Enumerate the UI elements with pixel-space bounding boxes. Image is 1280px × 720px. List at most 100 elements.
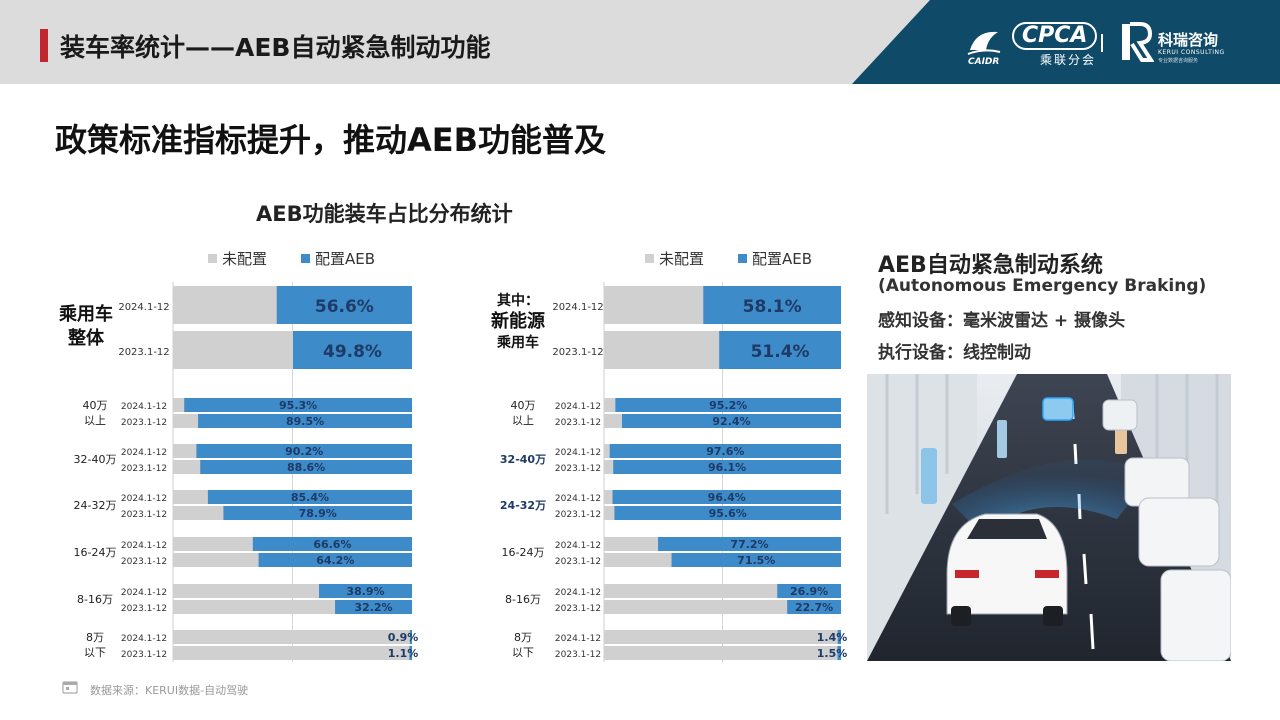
aeb-system-title: AEB自动紧急制动系统	[878, 253, 1103, 278]
segment-value-label: 88.6%	[287, 461, 325, 474]
segment-period-label: 2023.1-12	[121, 650, 167, 660]
segment-value-label: 85.4%	[291, 491, 329, 504]
segment-price-label: 32-40万	[74, 453, 117, 466]
segment-bar-not-configured	[173, 646, 412, 660]
legend-label-not-configured: 未配置	[222, 250, 267, 268]
summary-bar-configured	[719, 331, 841, 369]
summary-period-label: 2024.1-12	[118, 302, 169, 313]
summary-bar-configured	[703, 286, 841, 324]
segment-bar-configured	[198, 414, 412, 428]
segment-bar-not-configured	[604, 630, 841, 644]
group-label-line: 乘用车	[58, 303, 113, 325]
segment-period-label: 2024.1-12	[121, 494, 167, 504]
chart-title: AEB功能装车占比分布统计	[256, 202, 513, 226]
cpca-logo-icon	[967, 31, 1001, 55]
summary-value-label: 56.6%	[315, 297, 374, 317]
segment-period-label: 2023.1-12	[555, 464, 601, 474]
legend-swatch-configured	[738, 254, 747, 263]
segment-value-label: 71.5%	[737, 554, 775, 567]
kerui-logo-icon	[1122, 22, 1154, 62]
summary-bar-configured	[276, 286, 412, 324]
header-title: 装车率统计——AEB自动紧急制动功能	[60, 33, 491, 62]
data-source: 数据来源：KERUI数据-自动驾驶	[90, 684, 249, 697]
segment-bar-configured	[409, 646, 412, 660]
segment-price-label: 16-24万	[74, 546, 117, 559]
aeb-illustration	[867, 374, 1231, 661]
segment-period-label: 2024.1-12	[121, 541, 167, 551]
segment-value-label: 95.6%	[709, 507, 747, 520]
segment-value-label: 1.1%	[388, 647, 419, 660]
segment-period-label: 2023.1-12	[121, 418, 167, 428]
segment-bar-configured	[207, 490, 412, 504]
segment-bar-configured	[787, 600, 841, 614]
segment-bar-configured	[196, 444, 412, 458]
segment-value-label: 78.9%	[299, 507, 337, 520]
segment-price-label: 24-32万	[500, 499, 546, 512]
segment-bar-configured	[409, 630, 412, 644]
segment-price-label: 以下	[84, 646, 106, 659]
cpca-logo-caidr: CAIDR	[968, 57, 1000, 67]
legend-label-not-configured: 未配置	[659, 250, 704, 268]
cpca-logo-subtitle: 乘联分会	[1040, 53, 1097, 67]
segment-period-label: 2023.1-12	[121, 464, 167, 474]
segment-value-label: 97.6%	[706, 445, 744, 458]
segment-value-label: 89.5%	[286, 415, 324, 428]
segment-period-label: 2023.1-12	[555, 418, 601, 428]
segment-bar-configured	[622, 414, 841, 428]
summary-period-label: 2023.1-12	[118, 347, 169, 358]
segment-bar-configured	[184, 398, 412, 412]
summary-bar-configured	[292, 331, 412, 369]
segment-value-label: 1.4%	[817, 631, 848, 644]
segment-price-label: 8万	[86, 631, 104, 644]
summary-value-label: 51.4%	[751, 342, 810, 362]
segment-price-label: 以下	[512, 646, 534, 659]
segment-value-label: 26.9%	[790, 585, 828, 598]
segment-period-label: 2024.1-12	[555, 588, 601, 598]
segment-bar-not-configured	[604, 600, 841, 614]
segment-value-label: 38.9%	[346, 585, 384, 598]
segment-price-label: 8-16万	[77, 593, 113, 606]
kerui-logo-english: KERUI CONSULTING	[1158, 49, 1225, 56]
sensing-devices-text: 感知设备：毫米波雷达 + 摄像头	[878, 311, 1126, 331]
legend-label-configured: 配置AEB	[315, 250, 375, 268]
segment-value-label: 96.1%	[708, 461, 746, 474]
segment-bar-configured	[223, 506, 412, 520]
legend-label-configured: 配置AEB	[752, 250, 812, 268]
segment-price-label: 以上	[84, 414, 106, 427]
header-accent-bar	[40, 29, 48, 62]
segment-price-label: 8-16万	[505, 593, 541, 606]
segment-bar-configured	[671, 553, 841, 567]
calendar-icon	[62, 681, 78, 694]
segment-bar-configured	[200, 460, 412, 474]
segment-value-label: 64.2%	[316, 554, 354, 567]
legend-swatch-not-configured	[645, 254, 654, 263]
segment-bar-configured	[612, 490, 841, 504]
segment-period-label: 2024.1-12	[121, 588, 167, 598]
segment-bar-configured	[335, 600, 412, 614]
segment-bar-configured	[614, 506, 841, 520]
segment-bar-configured	[837, 630, 841, 644]
segment-value-label: 96.4%	[708, 491, 746, 504]
segment-period-label: 2023.1-12	[555, 557, 601, 567]
segment-period-label: 2023.1-12	[121, 510, 167, 520]
segment-value-label: 32.2%	[354, 601, 392, 614]
segment-period-label: 2024.1-12	[555, 634, 601, 644]
segment-value-label: 90.2%	[285, 445, 323, 458]
segment-value-label: 95.3%	[279, 399, 317, 412]
segment-period-label: 2024.1-12	[555, 541, 601, 551]
segment-period-label: 2024.1-12	[121, 402, 167, 412]
segment-bar-configured	[258, 553, 412, 567]
logo-divider	[1101, 34, 1103, 52]
group-label-line: 整体	[67, 327, 105, 349]
segment-value-label: 92.4%	[712, 415, 750, 428]
segment-value-label: 1.5%	[817, 647, 848, 660]
kerui-logo-tagline: 专业数据咨询服务	[1158, 58, 1199, 64]
segment-value-label: 66.6%	[313, 538, 351, 551]
segment-bar-not-configured	[173, 630, 412, 644]
aeb-system-english: (Autonomous Emergency Braking)	[878, 276, 1207, 296]
segment-bar-configured	[319, 584, 412, 598]
segment-bar-configured	[777, 584, 841, 598]
summary-period-label: 2024.1-12	[552, 302, 603, 313]
segment-period-label: 2024.1-12	[121, 448, 167, 458]
